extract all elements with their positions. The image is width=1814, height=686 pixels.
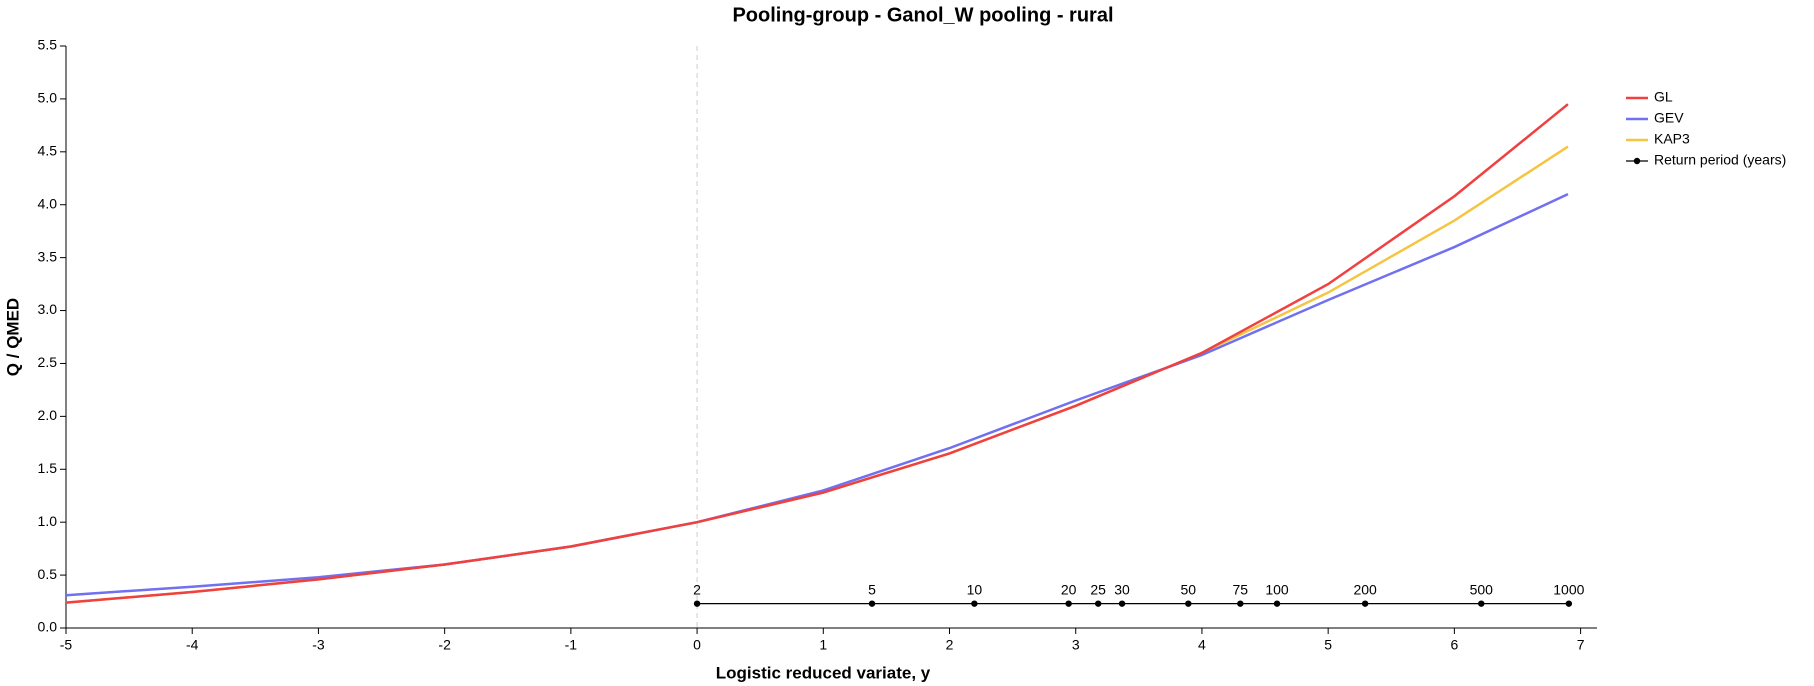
y-tick-label: 4.0 [38,195,58,211]
y-tick-label: 4.5 [38,143,58,159]
legend-label: KAP3 [1654,131,1690,147]
x-tick-label: -1 [565,637,578,653]
return-period-point [1237,600,1244,607]
series-line [65,193,1569,597]
x-tick-label: 5 [1324,637,1332,653]
return-period-label: 1000 [1553,581,1584,597]
legend-label: Return period (years) [1654,152,1786,168]
x-tick-label: 3 [1072,637,1080,653]
x-tick-label: 0 [693,637,701,653]
return-period-label: 500 [1470,581,1494,597]
legend-label: GEV [1654,110,1684,126]
x-tick-label: 7 [1577,637,1585,653]
return-period-label: 10 [967,581,983,597]
return-period-point [1273,600,1281,607]
x-tick-label: 6 [1450,637,1458,653]
x-tick-label: -4 [186,637,199,653]
x-tick-label: -2 [438,637,451,653]
y-tick-label: 3.0 [38,301,58,317]
return-period-point [971,600,978,607]
x-tick-label: -5 [60,637,73,653]
return-period-label: 30 [1114,581,1130,597]
y-tick-label: 3.5 [38,248,58,264]
x-tick-label: -3 [312,637,325,653]
y-tick-label: 2.0 [38,407,58,423]
return-period-point [1094,600,1102,607]
x-tick-label: 2 [946,637,954,653]
y-tick-label: 1.0 [38,513,58,529]
return-period-label: 25 [1090,581,1106,597]
return-period-label: 100 [1265,581,1289,597]
return-period-point [1361,600,1369,607]
legend-label: GL [1654,89,1673,105]
y-tick-label: 5.5 [38,37,58,53]
y-tick-label: 0.0 [38,619,58,635]
return-period-point [1478,600,1485,607]
series-line [65,103,1569,604]
return-period-label: 20 [1061,581,1077,597]
chart-title: Pooling-group - Ganol_W pooling - rural [732,4,1113,26]
return-period-label: 5 [868,581,876,597]
return-period-point [1118,600,1126,607]
return-period-label: 50 [1181,581,1197,597]
return-period-label: 2 [693,581,701,597]
return-period-label: 200 [1353,581,1377,597]
x-tick-label: 1 [819,637,827,653]
legend-swatch-dot [1633,157,1641,165]
y-tick-label: 0.5 [38,566,58,582]
return-period-label: 75 [1233,581,1249,597]
return-period-point [693,600,701,607]
y-axis-label: Q / QMED [3,298,22,376]
return-period-point [1185,600,1192,607]
x-axis-label: Logistic reduced variate, y [716,663,931,682]
return-period-point [1065,600,1072,607]
x-tick-label: 4 [1198,637,1206,653]
return-period-point [868,600,876,607]
y-tick-label: 1.5 [38,460,58,476]
y-tick-label: 2.5 [38,354,58,370]
y-tick-label: 5.0 [38,90,58,106]
series-line [65,145,1569,604]
return-period-point [1565,600,1573,607]
